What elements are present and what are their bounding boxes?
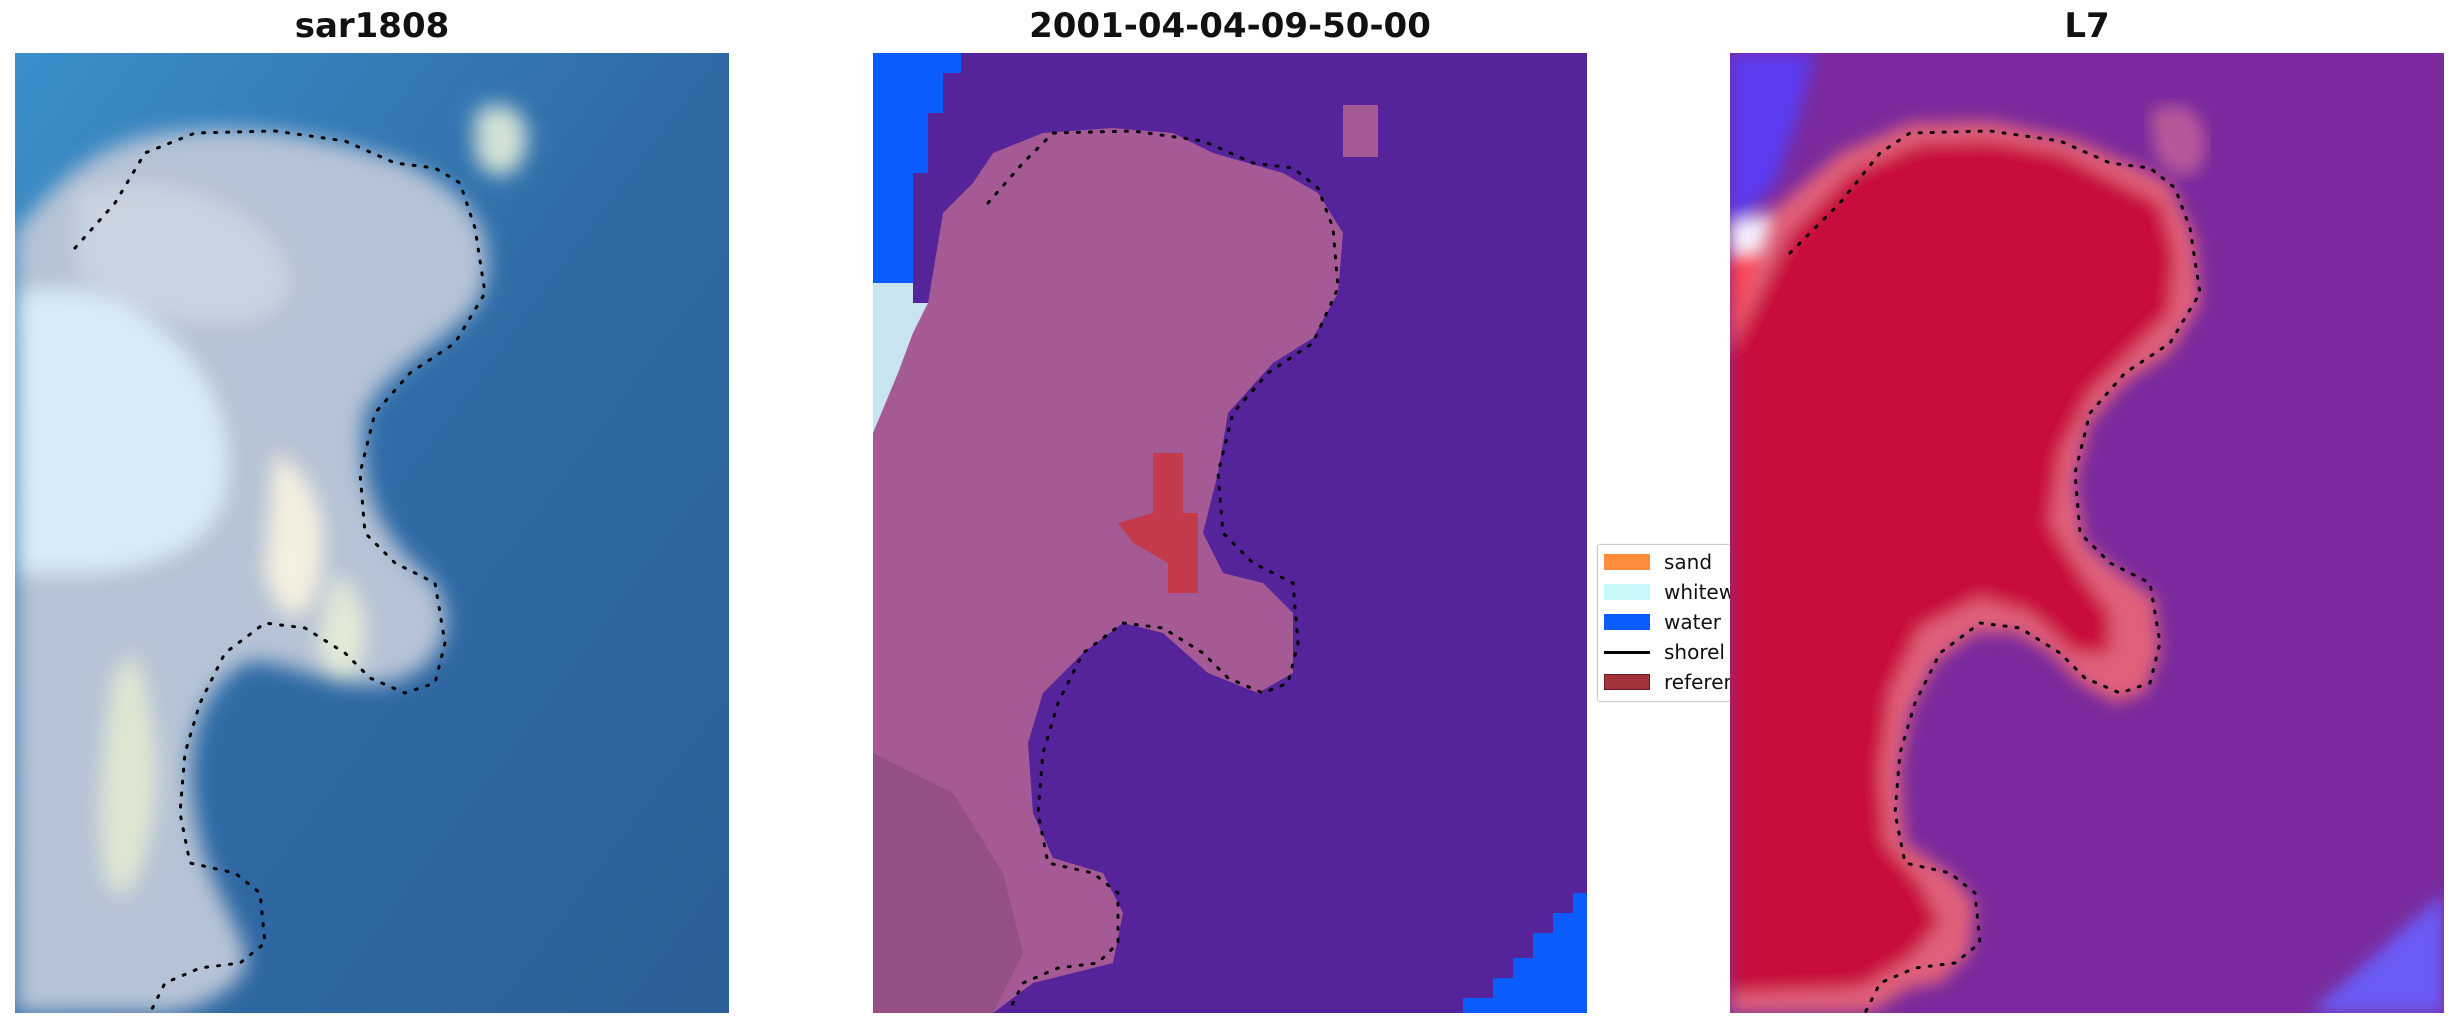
- water-class-region: [873, 53, 961, 283]
- legend-item-shoreline: shorel: [1604, 640, 1725, 664]
- index-image: [1730, 53, 2444, 1013]
- panel-title-rgb: sar1808: [294, 6, 450, 46]
- shoreline-trace: [73, 129, 487, 1013]
- classification-image: [873, 53, 1587, 1013]
- sand-class-region: [873, 128, 1343, 1013]
- shoreline-swatch: [1604, 650, 1650, 654]
- small-sand-patch: [1343, 105, 1378, 157]
- legend-label-reference: referen: [1664, 670, 1731, 694]
- legend-item-water: water: [1604, 610, 1721, 634]
- sand-swatch: [1604, 554, 1650, 570]
- water-class-region-bottom: [1463, 893, 1587, 1013]
- reference-swatch: [1604, 674, 1650, 690]
- classification-panel: [873, 53, 1587, 1013]
- rgb-image: [15, 53, 729, 1013]
- whitewater-swatch: [1604, 584, 1650, 600]
- legend-label-sand: sand: [1664, 550, 1713, 574]
- legend: sand whitew water shorel referen: [1597, 544, 1731, 702]
- rgb-image-panel: [15, 53, 729, 1013]
- legend-label-water: water: [1664, 610, 1721, 634]
- water-swatch: [1604, 614, 1650, 630]
- legend-item-whitewater: whitew: [1604, 580, 1731, 604]
- whitewater-class-region: [873, 283, 928, 433]
- panel-title-index: L7: [2064, 6, 2110, 46]
- index-panel: [1730, 53, 2444, 1013]
- reference-region: [1118, 453, 1198, 593]
- panel-title-class: 2001-04-04-09-50-00: [1029, 6, 1431, 46]
- legend-label-shoreline: shorel: [1664, 640, 1725, 664]
- legend-item-sand: sand: [1604, 550, 1713, 574]
- legend-item-reference: referen: [1604, 670, 1731, 694]
- legend-label-whitewater: whitew: [1664, 580, 1731, 604]
- shoreline-trace: [986, 129, 1340, 1013]
